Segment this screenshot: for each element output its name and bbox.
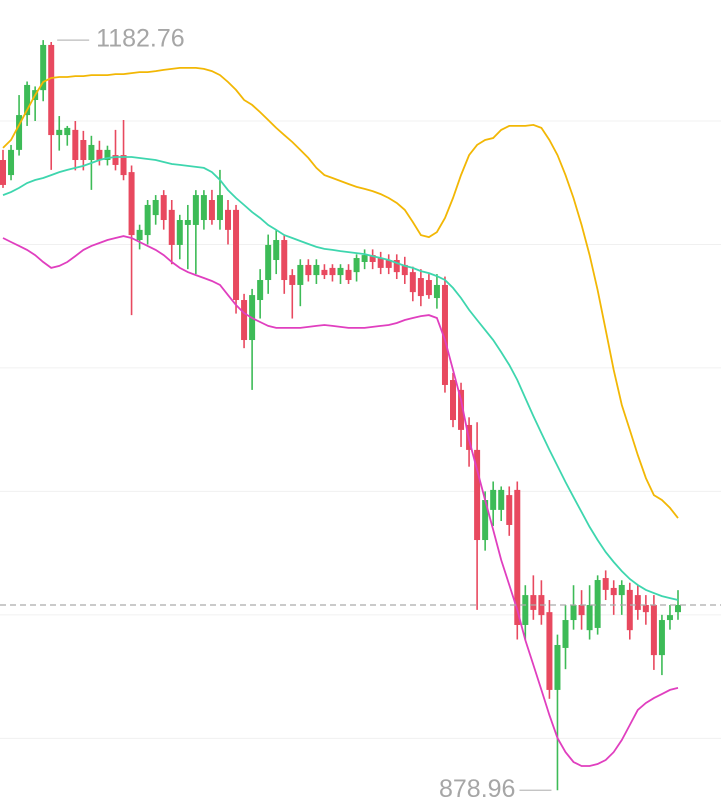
- candle-body: [144, 204, 151, 236]
- candle-body: [586, 604, 593, 631]
- candle-body: [578, 604, 585, 616]
- candle-body: [522, 595, 529, 625]
- candle-body: [281, 240, 288, 281]
- candle-body: [401, 264, 408, 276]
- candle-body: [634, 595, 641, 610]
- candle-body: [265, 244, 272, 281]
- candle-body: [152, 200, 159, 216]
- candle-body: [506, 495, 513, 525]
- candle-body: [409, 272, 416, 293]
- candle-body: [393, 260, 400, 273]
- candle-body: [16, 115, 23, 150]
- candle-body: [482, 500, 489, 541]
- candle-body: [417, 278, 424, 297]
- candle-body: [176, 220, 183, 245]
- candle-body: [610, 587, 617, 596]
- candle-body: [257, 280, 264, 301]
- candle-body: [626, 589, 633, 631]
- candle-body: [241, 300, 248, 341]
- candle-body: [666, 615, 673, 621]
- candle-body: [48, 44, 55, 136]
- candle-body: [233, 209, 240, 301]
- candle-body: [56, 129, 63, 136]
- candle-body: [546, 612, 553, 690]
- candle-body: [385, 260, 392, 268]
- candle-body: [168, 209, 175, 245]
- candle-body: [88, 144, 95, 161]
- candle-body: [337, 267, 344, 276]
- candle-body: [200, 195, 207, 221]
- candle-body: [40, 44, 47, 91]
- candle-body: [273, 240, 280, 261]
- candle-body: [0, 160, 6, 185]
- candle-body: [160, 195, 167, 221]
- candle-body: [184, 220, 191, 225]
- candle-body: [329, 267, 336, 276]
- candle-body: [450, 380, 456, 421]
- band-line: [2, 67, 679, 519]
- candle-body: [104, 149, 111, 161]
- candle-body: [369, 255, 376, 262]
- candle-body: [458, 389, 465, 430]
- candle-body: [562, 620, 569, 648]
- candle-body: [225, 209, 231, 230]
- candle-body: [441, 284, 448, 385]
- candle-body: [120, 155, 127, 176]
- candle-body: [490, 489, 497, 510]
- candle-body: [8, 149, 15, 176]
- candle-body: [192, 195, 199, 225]
- candle-body: [530, 595, 537, 610]
- candle-body: [602, 578, 609, 590]
- candle-body: [64, 127, 71, 136]
- candle-body: [112, 155, 119, 165]
- candle-body: [321, 269, 328, 276]
- candle-body: [433, 284, 440, 299]
- candle-body: [353, 258, 360, 273]
- candle-body: [618, 584, 625, 596]
- candle-body: [136, 229, 143, 241]
- candle-body: [297, 264, 304, 285]
- band-line: [2, 235, 679, 767]
- candle-body: [425, 280, 432, 296]
- candle-body: [658, 620, 665, 656]
- candle-body: [72, 129, 79, 161]
- candle-body: [554, 644, 561, 690]
- candle-body: [24, 84, 31, 116]
- candle-body: [377, 258, 384, 268]
- candle-body: [80, 140, 87, 161]
- high-label: 1182.76: [96, 25, 185, 53]
- candle-body: [514, 489, 521, 625]
- band-line: [2, 156, 679, 601]
- candle-body: [96, 149, 103, 161]
- candle-body: [305, 264, 312, 276]
- candle-body: [128, 172, 135, 236]
- candle-body: [498, 489, 505, 510]
- candle-body: [361, 255, 368, 262]
- candle-body: [642, 604, 649, 613]
- low-label: 878.96: [439, 775, 515, 803]
- candle-body: [474, 449, 481, 541]
- candle-body: [313, 264, 320, 276]
- candle-body: [345, 269, 352, 281]
- candle-body: [216, 195, 223, 221]
- candle-body: [289, 275, 296, 285]
- candle-body: [650, 604, 657, 656]
- candle-body: [570, 604, 577, 621]
- candle-body: [675, 604, 681, 613]
- candle-body: [208, 200, 215, 221]
- candle-body: [594, 580, 601, 628]
